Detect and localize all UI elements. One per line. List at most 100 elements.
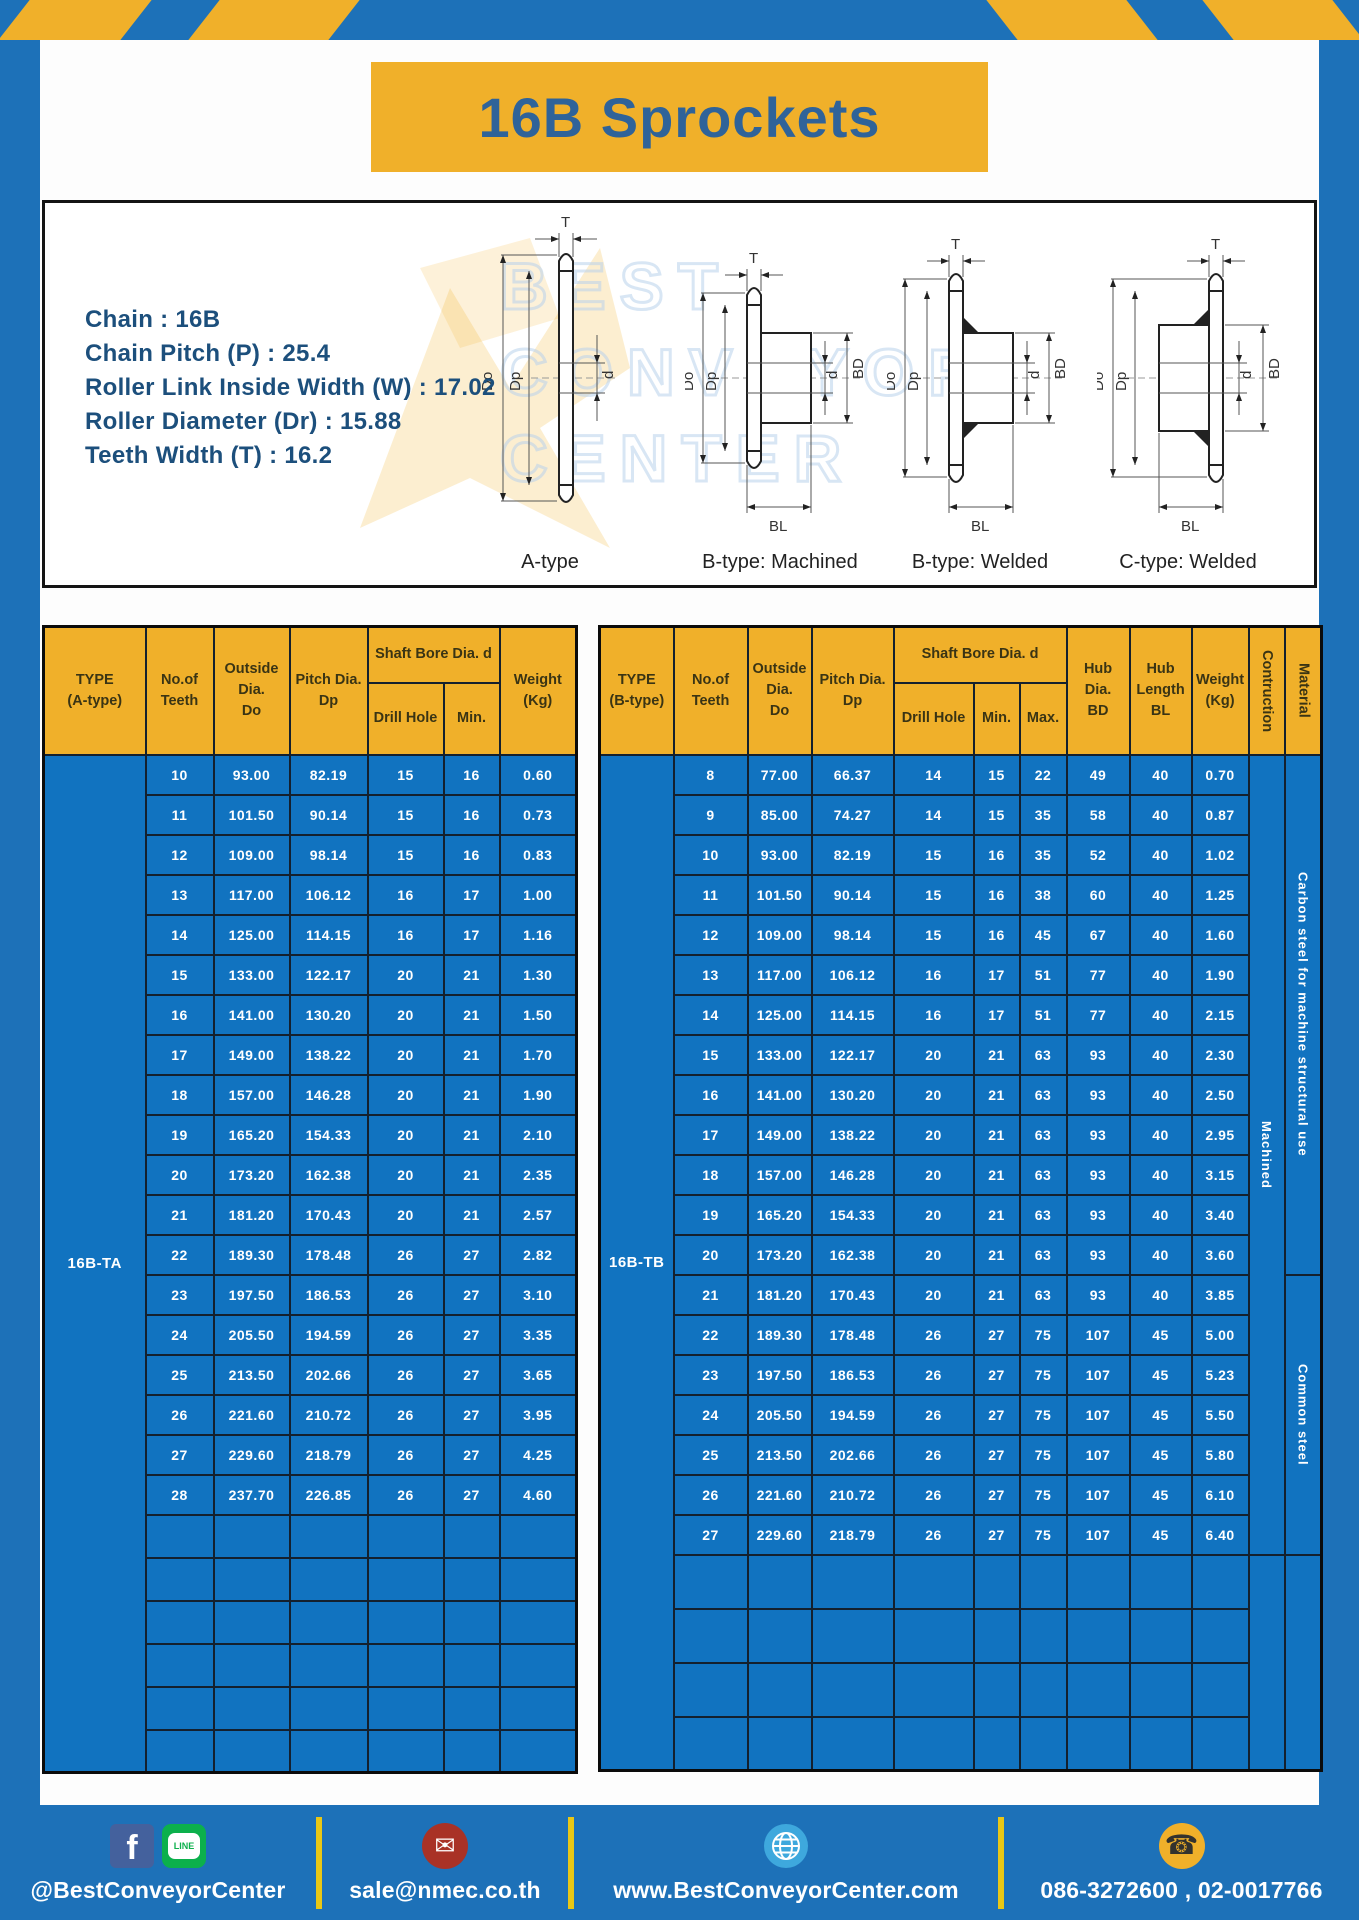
table-row: 27 229.60 218.79 26 27 75 107 45 6.40 <box>600 1513 1322 1556</box>
table-cell: 1.00 <box>498 873 578 916</box>
table-cell <box>144 1513 215 1559</box>
svg-text:T: T <box>561 214 570 231</box>
material-cell: Common steel <box>1283 1273 1323 1556</box>
table-cell <box>212 1599 291 1645</box>
footer-email-section[interactable]: ✉ sale@nmec.co.th <box>322 1822 568 1904</box>
table-cell <box>972 1607 1021 1664</box>
table-cell: 20 <box>892 1113 975 1156</box>
table-row: 23 197.50 186.53 26 27 3.10 <box>44 1273 578 1316</box>
table-cell <box>892 1715 975 1772</box>
table-cell: 157.00 <box>212 1073 291 1116</box>
table-cell: 106.12 <box>810 953 895 996</box>
col-header-hub-dia: Hub Dia. BD <box>1065 625 1131 756</box>
col-header-weight: Weight (Kg) <box>1190 625 1250 756</box>
table-cell: 130.20 <box>810 1073 895 1116</box>
footer-email[interactable]: sale@nmec.co.th <box>349 1876 541 1903</box>
table-cell: 27 <box>442 1273 501 1316</box>
table-cell: 21 <box>442 1193 501 1236</box>
table-cell: 27 <box>442 1393 501 1436</box>
table-cell: 213.50 <box>212 1353 291 1396</box>
table-cell <box>972 1661 1021 1718</box>
table-cell: 122.17 <box>810 1033 895 1076</box>
table-cell: 133.00 <box>746 1033 813 1076</box>
footer-website-section[interactable]: www.BestConveyorCenter.com <box>574 1822 998 1904</box>
footer-social-handle[interactable]: @BestConveyorCenter <box>30 1876 286 1903</box>
table-cell: 17 <box>442 873 501 916</box>
table-cell <box>442 1599 501 1645</box>
footer-phone-numbers[interactable]: 086-3272600 , 02-0017766 <box>1040 1876 1323 1903</box>
table-cell: 5.50 <box>1190 1393 1250 1436</box>
table-cell <box>366 1556 445 1602</box>
table-cell: 17 <box>442 913 501 956</box>
table-cell: 20 <box>366 993 445 1036</box>
table-cell: 20 <box>672 1233 749 1276</box>
table-cell: 186.53 <box>288 1273 369 1316</box>
table-cell: 75 <box>1018 1313 1068 1356</box>
table-row: 15 133.00 122.17 20 21 63 93 40 2.30 <box>600 1033 1322 1076</box>
table-cell: 194.59 <box>810 1393 895 1436</box>
table-cell: 2.35 <box>498 1153 578 1196</box>
svg-text:BD: BD <box>1266 358 1283 379</box>
table-cell: 210.72 <box>288 1393 369 1436</box>
footer-phone-section[interactable]: ☎ 086-3272600 , 02-0017766 <box>1004 1822 1359 1904</box>
table-cell: 107 <box>1065 1433 1131 1476</box>
table-cell: 3.40 <box>1190 1193 1250 1236</box>
table-row: 18 157.00 146.28 20 21 63 93 40 3.15 <box>600 1153 1322 1196</box>
line-bubble: LINE <box>168 1832 200 1859</box>
table-cell <box>212 1728 291 1774</box>
table-cell: 16 <box>972 873 1021 916</box>
table-cell: 40 <box>1128 1073 1193 1116</box>
material-cell: Carbon steel for machine structural use <box>1283 753 1323 1276</box>
table-cell <box>1190 1715 1250 1772</box>
table-row: 26 221.60 210.72 26 27 75 107 45 6.10 <box>600 1473 1322 1516</box>
table-cell: 15 <box>892 913 975 956</box>
svg-text:d: d <box>824 371 841 379</box>
mail-icon: ✉ <box>422 1822 468 1869</box>
table-cell <box>144 1728 215 1774</box>
table-cell <box>1065 1553 1131 1610</box>
table-cell: 141.00 <box>212 993 291 1036</box>
col-header-outside-dia: Outside Dia. Do <box>212 625 291 756</box>
facebook-icon[interactable]: f <box>110 1823 154 1868</box>
phone-icon: ☎ <box>1158 1822 1205 1869</box>
col-header-type: TYPE (A-type) <box>42 625 147 756</box>
footer-social-section[interactable]: f LINE @BestConveyorCenter <box>0 1822 316 1904</box>
svg-text:Do: Do <box>1097 372 1107 391</box>
table-cell: 107 <box>1065 1393 1131 1436</box>
diagram-caption-b-welded: B-type: Welded <box>911 551 1049 573</box>
table-row: 14 125.00 114.15 16 17 1.16 <box>44 913 578 956</box>
col-header-material: Material <box>1283 625 1323 756</box>
table-cell: 181.20 <box>212 1193 291 1236</box>
table-cell: 13 <box>672 953 749 996</box>
table-cell: 1.50 <box>498 993 578 1036</box>
svg-text:Do: Do <box>479 372 496 391</box>
table-row: 21 181.20 170.43 20 21 2.57 <box>44 1193 578 1236</box>
table-cell: 17 <box>972 953 1021 996</box>
table-cell: 93.00 <box>212 753 291 796</box>
table-cell: 149.00 <box>212 1033 291 1076</box>
table-cell: 16 <box>442 833 501 876</box>
table-cell <box>144 1599 215 1645</box>
line-icon[interactable]: LINE <box>162 1823 206 1868</box>
empty-table-row <box>44 1556 578 1602</box>
table-cell: 10 <box>672 833 749 876</box>
table-cell <box>144 1685 215 1731</box>
empty-table-row <box>600 1715 1322 1772</box>
table-cell: 11 <box>672 873 749 916</box>
type-cell: 16B-TA <box>42 753 147 1774</box>
table-cell: 67 <box>1065 913 1131 956</box>
table-cell: 117.00 <box>746 953 813 996</box>
table-row: 25 213.50 202.66 26 27 75 107 45 5.80 <box>600 1433 1322 1476</box>
footer-website[interactable]: www.BestConveyorCenter.com <box>613 1876 959 1903</box>
table-cell: 205.50 <box>746 1393 813 1436</box>
table-row: 11 101.50 90.14 15 16 38 60 40 1.25 <box>600 873 1322 916</box>
table-cell: 138.22 <box>810 1113 895 1156</box>
table-cell: 27 <box>442 1433 501 1476</box>
table-cell: 98.14 <box>810 913 895 956</box>
table-cell: 6.40 <box>1190 1513 1250 1556</box>
svg-text:T: T <box>951 236 960 253</box>
table-cell: 213.50 <box>746 1433 813 1476</box>
svg-text:BD: BD <box>850 358 867 379</box>
table-row: 22 189.30 178.48 26 27 75 107 45 5.00 <box>600 1313 1322 1356</box>
